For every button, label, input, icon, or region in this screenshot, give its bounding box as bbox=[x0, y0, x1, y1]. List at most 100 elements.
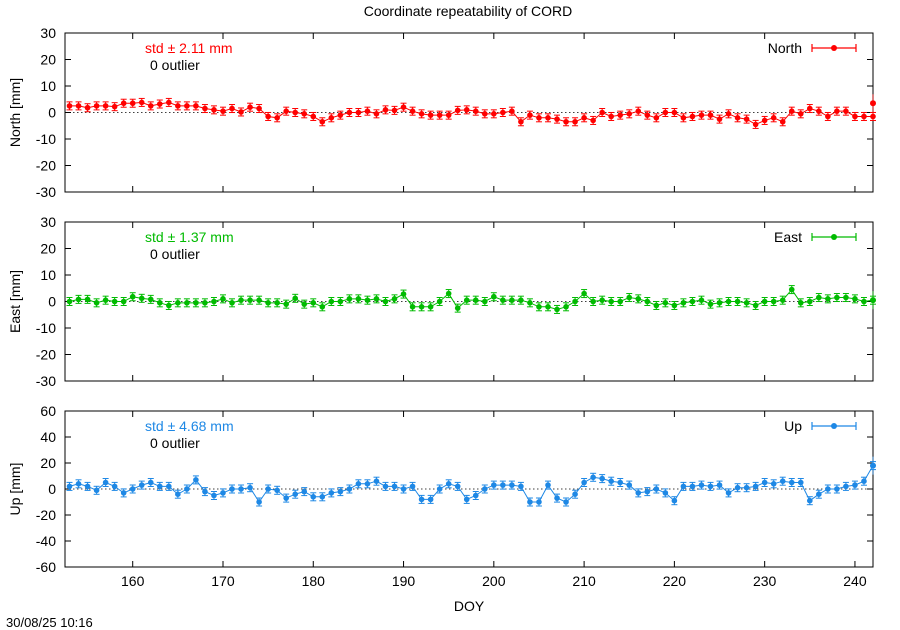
data-point bbox=[527, 300, 533, 306]
data-point bbox=[653, 486, 660, 492]
data-point bbox=[274, 300, 280, 306]
data-point bbox=[626, 482, 633, 488]
data-point bbox=[283, 301, 289, 307]
timestamp: 30/08/25 10:16 bbox=[6, 615, 93, 630]
data-point bbox=[816, 491, 822, 498]
data-point bbox=[247, 484, 253, 491]
data-point bbox=[779, 478, 786, 485]
data-point bbox=[581, 290, 587, 297]
y-tick-label: -20 bbox=[36, 507, 56, 523]
data-point bbox=[120, 298, 127, 305]
data-point bbox=[238, 297, 244, 303]
y-tick-label: -30 bbox=[36, 373, 56, 389]
y-axis-label: East [mm] bbox=[7, 270, 23, 333]
outlier-annotation: 0 outlier bbox=[150, 435, 200, 451]
data-point bbox=[409, 108, 416, 114]
data-point bbox=[418, 496, 425, 503]
data-point bbox=[481, 111, 488, 117]
data-point bbox=[138, 482, 145, 488]
data-point bbox=[445, 112, 452, 118]
data-point bbox=[635, 296, 642, 302]
y-tick-label: 30 bbox=[40, 25, 56, 41]
data-point bbox=[364, 481, 371, 487]
data-point bbox=[797, 111, 804, 117]
data-point bbox=[175, 491, 181, 498]
data-point bbox=[265, 486, 271, 492]
data-point bbox=[644, 112, 651, 118]
legend-marker bbox=[831, 423, 837, 429]
y-tick-label: 40 bbox=[40, 429, 56, 445]
data-point bbox=[807, 105, 813, 112]
data-point bbox=[75, 103, 82, 109]
y-tick-label: -10 bbox=[36, 320, 56, 336]
data-point bbox=[707, 483, 714, 490]
data-point bbox=[328, 490, 335, 496]
data-point bbox=[220, 296, 226, 302]
data-point bbox=[355, 296, 362, 302]
data-point bbox=[834, 108, 840, 114]
legend-label: East bbox=[774, 229, 802, 245]
data-point bbox=[111, 103, 118, 110]
data-point bbox=[797, 300, 804, 306]
data-point bbox=[193, 103, 199, 109]
std-annotation: std ± 2.11 mm bbox=[145, 40, 233, 56]
data-point bbox=[590, 117, 596, 124]
data-point bbox=[671, 109, 678, 116]
data-point bbox=[608, 113, 614, 120]
data-point bbox=[184, 103, 190, 109]
data-point bbox=[599, 475, 605, 482]
legend-marker bbox=[831, 234, 837, 240]
legend-label: Up bbox=[784, 418, 802, 434]
data-point bbox=[509, 108, 515, 114]
data-point bbox=[644, 488, 651, 495]
data-point bbox=[481, 298, 488, 305]
data-point bbox=[825, 486, 831, 492]
x-tick-label: 170 bbox=[211, 573, 235, 589]
data-point bbox=[310, 300, 317, 306]
data-point bbox=[635, 108, 642, 114]
data-point bbox=[563, 118, 569, 125]
data-point bbox=[761, 117, 768, 124]
data-point bbox=[852, 482, 858, 488]
data-point bbox=[184, 300, 190, 306]
y-axis-label: Up [mm] bbox=[7, 463, 23, 516]
data-point bbox=[599, 109, 605, 116]
y-tick-label: -20 bbox=[36, 347, 56, 363]
data-point bbox=[373, 296, 380, 302]
data-point bbox=[229, 105, 235, 112]
data-point bbox=[770, 298, 777, 305]
data-point bbox=[834, 486, 840, 492]
data-point bbox=[166, 302, 172, 309]
data-point bbox=[193, 477, 199, 483]
data-point bbox=[373, 478, 380, 485]
data-point bbox=[364, 297, 371, 303]
data-point bbox=[409, 304, 416, 310]
data-point bbox=[445, 290, 452, 297]
data-point bbox=[193, 300, 199, 306]
data-point bbox=[563, 304, 569, 310]
data-point bbox=[102, 103, 109, 109]
x-tick-label: 210 bbox=[572, 573, 596, 589]
data-point bbox=[436, 298, 443, 305]
data-point bbox=[400, 291, 407, 297]
data-point bbox=[391, 296, 398, 302]
x-axis-label: DOY bbox=[454, 598, 485, 614]
data-point bbox=[319, 118, 326, 125]
data-point bbox=[382, 107, 389, 113]
data-point bbox=[843, 108, 849, 114]
data-point bbox=[608, 478, 614, 485]
data-point bbox=[680, 300, 687, 306]
data-point bbox=[373, 111, 380, 117]
data-point bbox=[274, 487, 280, 494]
data-point bbox=[400, 104, 407, 110]
data-point bbox=[66, 483, 73, 490]
data-point bbox=[707, 112, 714, 118]
std-annotation: std ± 1.37 mm bbox=[145, 229, 234, 245]
data-point bbox=[572, 118, 578, 125]
data-point bbox=[816, 108, 822, 114]
data-point bbox=[608, 298, 614, 305]
y-tick-label: 10 bbox=[40, 267, 56, 283]
data-point bbox=[463, 107, 470, 113]
data-point bbox=[346, 296, 353, 302]
